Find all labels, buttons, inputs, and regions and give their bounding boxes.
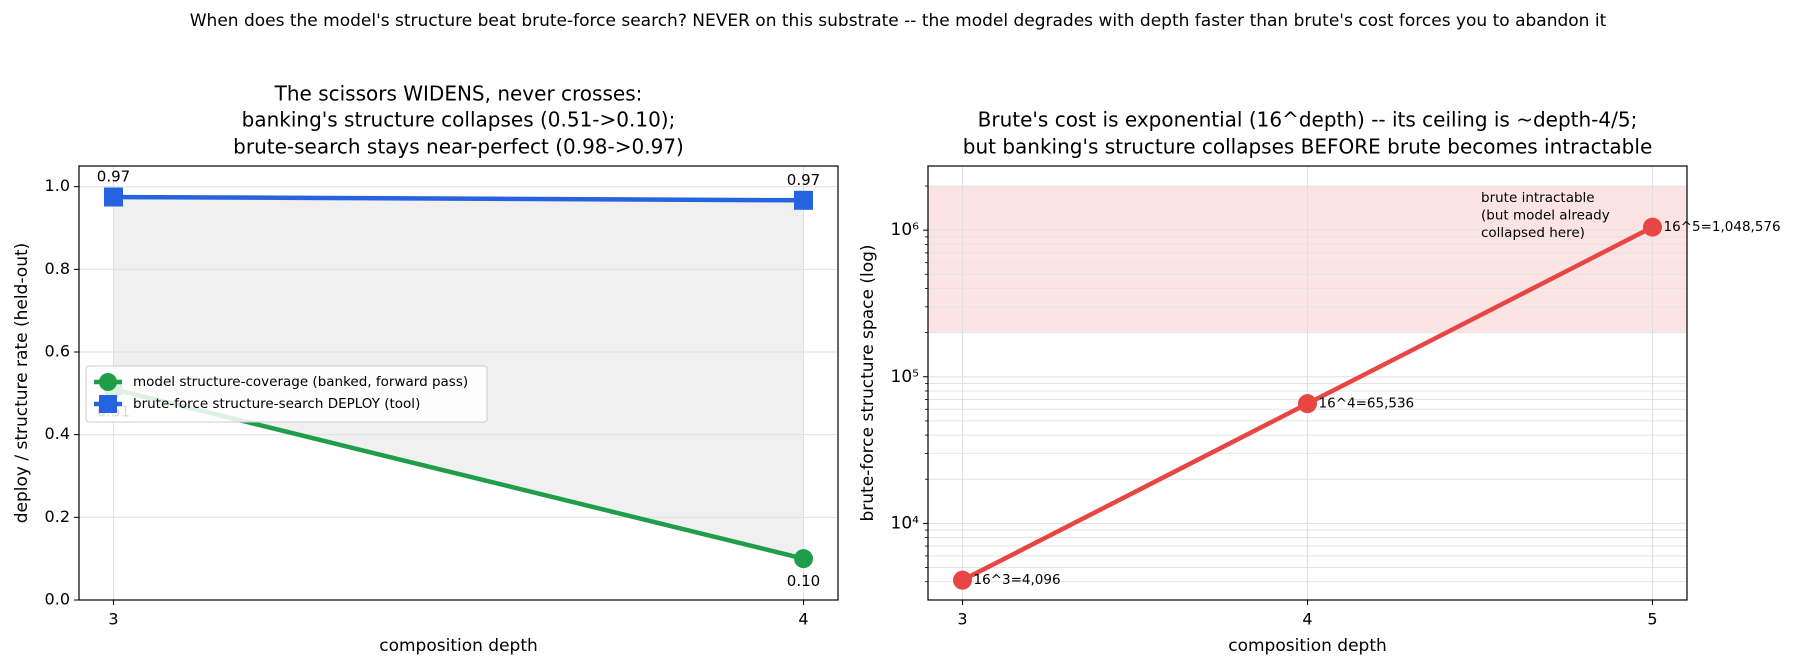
data-point bbox=[104, 187, 123, 207]
suptitle: When does the model's structure beat bru… bbox=[190, 11, 1607, 31]
x-tick-label: 4 bbox=[798, 610, 808, 629]
axes-frame bbox=[78, 165, 839, 601]
data-point bbox=[953, 570, 972, 590]
annotation: brute intractable bbox=[1481, 190, 1595, 206]
value-label: 0.10 bbox=[787, 572, 820, 590]
y-tick-label: 10⁴ bbox=[891, 513, 920, 533]
value-label: 0.97 bbox=[787, 171, 820, 189]
chart-title: but banking's structure collapses BEFORE… bbox=[963, 135, 1653, 159]
series-line bbox=[113, 194, 804, 203]
data-point bbox=[794, 190, 813, 210]
value-label: 0.97 bbox=[97, 168, 130, 186]
y-tick-label: 0.4 bbox=[45, 424, 70, 443]
y-tick-label: 1.0 bbox=[45, 176, 70, 195]
x-tick-label: 3 bbox=[108, 610, 118, 629]
legend-marker bbox=[99, 373, 117, 391]
x-axis-label: composition depth bbox=[379, 636, 538, 656]
legend-marker bbox=[99, 395, 117, 413]
legend-label: brute-force structure-search DEPLOY (too… bbox=[133, 396, 420, 412]
y-tick-label: 0.6 bbox=[45, 342, 70, 361]
chart-title: brute-search stays near-perfect (0.98->0… bbox=[233, 135, 684, 159]
y-tick-label: 10⁵ bbox=[891, 367, 919, 387]
y-axis-label: brute-force structure space (log) bbox=[858, 244, 878, 521]
data-point bbox=[1643, 217, 1662, 237]
annotation: (but model already bbox=[1481, 208, 1610, 224]
value-label: 16^3=4,096 bbox=[974, 572, 1061, 588]
y-tick-label: 0.2 bbox=[45, 507, 70, 526]
x-tick-label: 3 bbox=[957, 610, 967, 629]
x-tick-label: 5 bbox=[1647, 610, 1657, 629]
data-point bbox=[794, 549, 813, 569]
y-tick-label: 0.0 bbox=[45, 590, 70, 609]
legend-box bbox=[85, 365, 488, 423]
chart-title: Brute's cost is exponential (16^depth) -… bbox=[978, 108, 1638, 132]
x-axis-label: composition depth bbox=[1228, 636, 1387, 656]
data-point bbox=[1298, 394, 1317, 414]
y-axis-label: deploy / structure rate (held-out) bbox=[12, 243, 32, 524]
chart-title: banking's structure collapses (0.51->0.1… bbox=[242, 108, 676, 132]
y-tick-label: 10⁶ bbox=[891, 220, 920, 240]
x-tick-label: 4 bbox=[1302, 610, 1312, 629]
axes-frame bbox=[927, 165, 1688, 601]
y-tick-label: 0.8 bbox=[45, 259, 70, 278]
annotation: collapsed here) bbox=[1481, 225, 1585, 241]
chart-title: The scissors WIDENS, never crosses: bbox=[274, 82, 643, 106]
legend-label: model structure-coverage (banked, forwar… bbox=[133, 374, 468, 390]
value-label: 16^5=1,048,576 bbox=[1664, 219, 1781, 235]
value-label: 16^4=65,536 bbox=[1319, 396, 1415, 412]
